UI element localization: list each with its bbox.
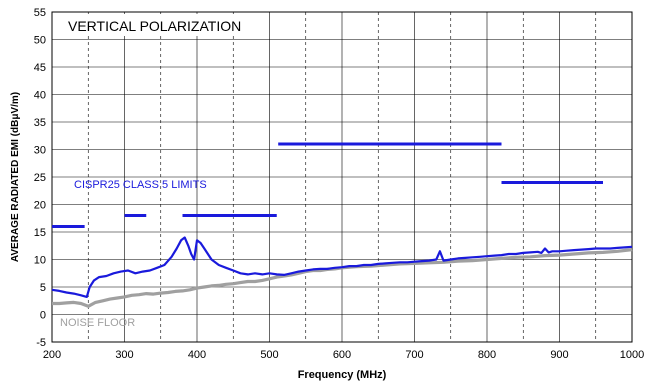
y-tick-label: 30 [34,145,46,157]
y-tick-label: 25 [34,172,46,184]
y-tick-label: 40 [34,90,46,102]
x-tick-label: 1000 [620,349,644,361]
noise-floor-line [52,248,633,308]
noise-floor-series [52,248,633,308]
noise-floor-label: NOISE FLOOR [60,317,135,329]
x-tick-label: 400 [188,349,206,361]
y-tick-label: 50 [34,35,46,47]
cispr-limits-label: CISPR25 CLASS 5 LIMITS [74,179,207,191]
title-background [60,14,268,36]
x-tick-label: 600 [333,349,351,361]
y-tick-label: 0 [40,310,46,322]
y-tick-label: -5 [36,337,46,349]
x-tick-label: 200 [43,349,61,361]
x-tick-label: 500 [260,349,278,361]
x-tick-label: 900 [550,349,568,361]
limit-lines [52,142,603,228]
y-tick-label: 20 [34,200,46,212]
y-tick-label: 55 [34,7,46,19]
y-tick-label: 35 [34,117,46,129]
x-axis-label: Frequency (MHz) [298,369,387,381]
tick-labels: -5 0 5 10 15 20 25 30 35 40 45 50 55 200 300 400 500 600 7… [34,7,644,361]
y-tick-label: 15 [34,227,46,239]
emi-series [51,236,633,298]
x-tick-label: 800 [478,349,496,361]
x-tick-label: 300 [115,349,133,361]
chart-title: VERTICAL POLARIZATION [68,18,241,34]
x-tick-label: 700 [405,349,423,361]
y-tick-label: 5 [40,282,46,294]
y-tick-label: 10 [34,255,46,267]
emi-measurement-line [51,236,633,298]
gridlines [52,12,632,342]
y-axis-label: AVERAGE RADIATED EMI (dBμV/m) [10,92,21,262]
y-tick-label: 45 [34,62,46,74]
